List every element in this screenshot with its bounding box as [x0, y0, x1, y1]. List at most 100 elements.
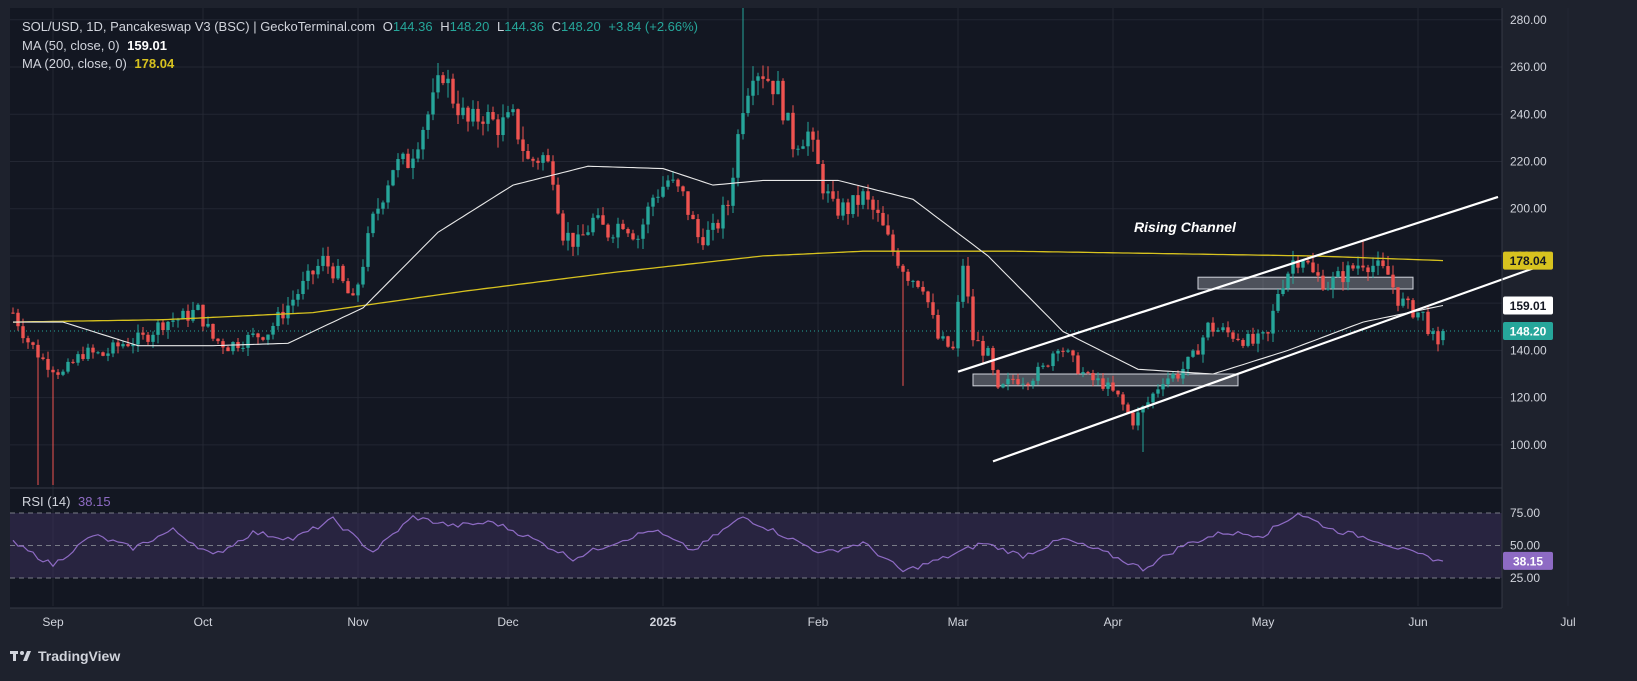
candle-body — [106, 353, 110, 356]
price-badge-label-ma200: 178.04 — [1510, 254, 1547, 268]
candle-body — [151, 334, 155, 342]
candle-body — [1351, 265, 1355, 269]
candle-body — [626, 229, 630, 234]
candle-body — [766, 78, 770, 81]
candle-body — [921, 286, 925, 292]
ma50-value: 159.01 — [127, 38, 167, 53]
candle-body — [221, 341, 225, 348]
candle-body — [966, 265, 970, 297]
candle-body — [251, 333, 255, 335]
time-axis[interactable]: Sep Oct Nov Dec 2025 Feb Mar Apr May Jun Jul — [42, 615, 1575, 629]
candle-body — [326, 255, 330, 267]
ma200-label[interactable]: MA (200, close, 0) — [22, 56, 127, 71]
candle-body — [486, 112, 490, 124]
candle-body — [1186, 356, 1190, 369]
candle-body — [821, 163, 825, 194]
candle-body — [126, 344, 130, 347]
candle-body — [1291, 260, 1295, 274]
candle-body — [916, 280, 920, 287]
candle-body — [1071, 350, 1075, 356]
rsi-badge — [1503, 551, 1553, 570]
candle-body — [746, 95, 750, 114]
candle-body — [1441, 331, 1445, 341]
tradingview-branding[interactable]: TradingView — [10, 648, 120, 664]
candle-body — [656, 196, 660, 198]
candle-body — [386, 185, 390, 203]
candle-body — [981, 340, 985, 356]
candle-body — [1031, 380, 1035, 386]
candle-body — [186, 310, 190, 321]
candle-body — [926, 291, 930, 303]
candle-body — [276, 311, 280, 326]
candle-body — [1081, 372, 1085, 374]
candle-body — [246, 334, 250, 348]
candle-body — [1406, 298, 1410, 301]
candle-body — [91, 347, 95, 353]
candle-body — [306, 270, 310, 281]
candle-body — [1431, 331, 1435, 335]
candle-body — [16, 312, 20, 327]
candle-body — [1211, 322, 1215, 332]
candle-body — [351, 293, 355, 296]
candle-body — [191, 309, 195, 321]
candle-body — [426, 114, 430, 130]
candle-body — [171, 320, 175, 322]
candle-body — [726, 204, 730, 206]
candle-body — [346, 281, 350, 294]
candle-body — [1066, 350, 1070, 352]
candle-body — [851, 195, 855, 215]
price-tick-label: 100.00 — [1510, 438, 1547, 452]
candle-body — [1206, 322, 1210, 338]
candle-body — [1366, 267, 1370, 273]
candle-body — [176, 319, 180, 321]
candle-body — [876, 209, 880, 213]
symbol-legend: SOL/USD, 1D, Pancakeswap V3 (BSC) | Geck… — [22, 19, 698, 34]
candle-body — [1316, 272, 1320, 276]
candle-body — [1416, 312, 1420, 318]
candle-body — [436, 75, 440, 93]
candle-body — [266, 334, 270, 340]
candle-body — [946, 336, 950, 347]
candle-body — [1286, 273, 1290, 289]
candle-body — [576, 234, 580, 247]
rsi-label[interactable]: RSI (14) — [22, 494, 71, 509]
candle-body — [1056, 350, 1060, 354]
candle-body — [561, 213, 565, 241]
candle-body — [1061, 350, 1065, 352]
zone-boxes — [972, 276, 1414, 387]
candle-body — [601, 215, 605, 225]
candle-body — [361, 266, 365, 285]
candle-body — [686, 191, 690, 215]
candle-body — [741, 113, 745, 135]
candle-body — [846, 202, 850, 215]
candle-body — [976, 340, 980, 342]
candle-body — [1371, 265, 1375, 273]
candle-body — [26, 338, 30, 343]
candle-body — [786, 112, 790, 121]
candle-body — [76, 354, 80, 363]
price-badges: 178.04 159.01 148.20 38.15 — [1503, 251, 1553, 570]
candle-body — [1276, 293, 1280, 311]
candle-body — [866, 191, 870, 200]
time-tick-label: Apr — [1104, 615, 1123, 629]
candle-body — [831, 191, 835, 199]
symbol-title[interactable]: SOL/USD, 1D, Pancakeswap V3 (BSC) | Geck… — [22, 19, 376, 34]
candle-body — [1091, 373, 1095, 381]
candle-body — [46, 358, 50, 370]
candle-body — [181, 310, 185, 320]
candle-body — [781, 80, 785, 121]
open-value: 144.36 — [392, 19, 433, 34]
candle-body — [156, 322, 160, 335]
candle-body — [816, 139, 820, 164]
candle-body — [571, 232, 575, 247]
candle-body — [1301, 260, 1305, 268]
candle-body — [116, 342, 120, 347]
candle-body — [811, 131, 815, 140]
ma50-label[interactable]: MA (50, close, 0) — [22, 38, 120, 53]
candle-body — [301, 280, 305, 295]
candle-body — [1141, 406, 1145, 413]
candle-body — [461, 107, 465, 116]
low-value: 144.36 — [504, 19, 544, 34]
